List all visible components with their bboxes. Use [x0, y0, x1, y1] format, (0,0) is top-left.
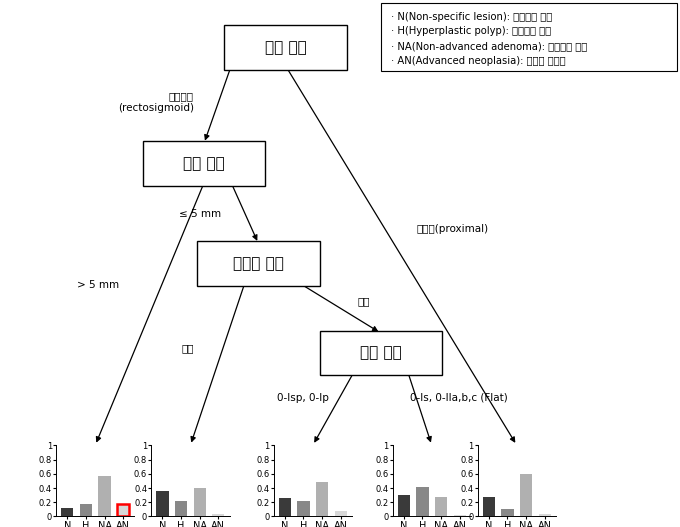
Text: > 5 mm: > 5 mm: [77, 280, 119, 289]
Bar: [398, 495, 410, 516]
Text: 0-Isp, 0-Ip: 0-Isp, 0-Ip: [277, 393, 328, 403]
Bar: [483, 497, 495, 516]
Text: · NA(Non-advanced adenoma): 비진행성 선종: · NA(Non-advanced adenoma): 비진행성 선종: [391, 41, 588, 51]
Text: · N(Non-specific lesion): 비특이적 병변: · N(Non-specific lesion): 비특이적 병변: [391, 12, 552, 22]
Bar: [297, 501, 309, 516]
Text: 용종 모양: 용종 모양: [360, 346, 402, 360]
Bar: [117, 504, 129, 516]
Bar: [99, 476, 111, 516]
Text: 용종 위치: 용종 위치: [265, 40, 307, 55]
FancyBboxPatch shape: [224, 25, 347, 70]
FancyBboxPatch shape: [197, 241, 320, 286]
FancyBboxPatch shape: [381, 3, 677, 71]
FancyBboxPatch shape: [143, 141, 265, 186]
Text: · H(Hyperplastic polyp): 과증식성 용종: · H(Hyperplastic polyp): 과증식성 용종: [391, 26, 551, 36]
Bar: [194, 488, 206, 516]
Text: 에스결장
(rectosigmoid): 에스결장 (rectosigmoid): [118, 92, 194, 113]
Bar: [501, 509, 513, 516]
Bar: [279, 498, 291, 516]
Bar: [61, 508, 73, 516]
FancyBboxPatch shape: [320, 331, 442, 375]
Text: 남성: 남성: [358, 297, 370, 306]
Bar: [520, 474, 532, 516]
Text: 용종 크기: 용종 크기: [183, 156, 225, 171]
Bar: [175, 501, 187, 516]
Bar: [212, 514, 224, 516]
Text: 여성: 여성: [182, 343, 194, 353]
Text: 0-Is, 0-IIa,b,c (Flat): 0-Is, 0-IIa,b,c (Flat): [410, 393, 508, 403]
Text: · AN(Advanced neoplasia): 진행성 신생물: · AN(Advanced neoplasia): 진행성 신생물: [391, 56, 566, 66]
Bar: [435, 497, 447, 516]
Bar: [335, 512, 347, 516]
Bar: [156, 491, 169, 516]
Bar: [454, 515, 466, 516]
Text: ≤ 5 mm: ≤ 5 mm: [179, 210, 221, 219]
Text: 수검자 성별: 수검자 성별: [233, 256, 284, 271]
Text: 근위부(proximal): 근위부(proximal): [416, 225, 488, 234]
Bar: [539, 514, 551, 516]
Bar: [316, 482, 328, 516]
Bar: [80, 504, 92, 516]
Bar: [416, 486, 428, 516]
